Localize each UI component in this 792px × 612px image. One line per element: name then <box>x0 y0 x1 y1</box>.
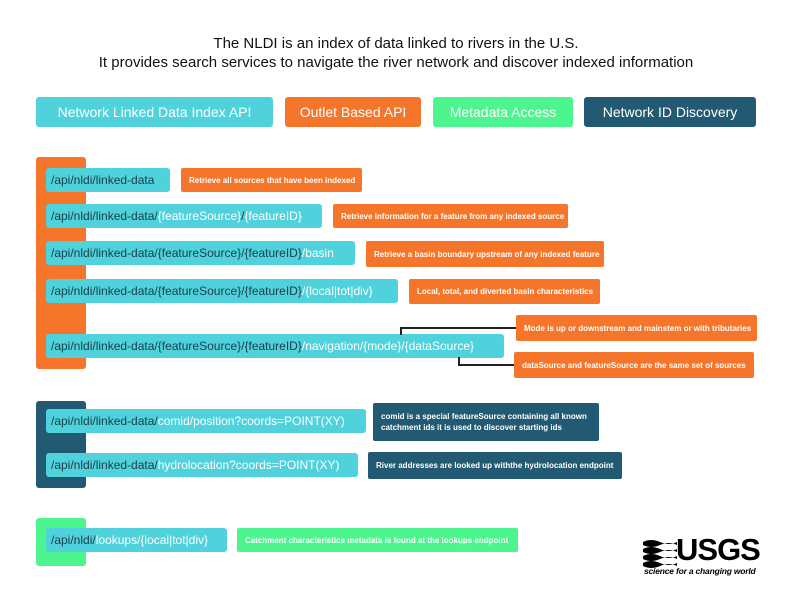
feature-id-var: {featureID} <box>244 284 302 298</box>
endpoint-text: /api/nldi/ <box>51 533 96 547</box>
connector-line <box>400 327 516 329</box>
feature-source-var: {featureSource} <box>157 339 242 353</box>
header-line-2: It provides search services to navigate … <box>98 54 694 71</box>
endpoint-text: /api/nldi/linked-data/ <box>51 339 158 353</box>
endpoint-navigation: /api/nldi/linked-data/{featureSource} / {f… <box>46 334 504 358</box>
legend-outlet-based-api: Outlet Based API <box>285 97 421 127</box>
lookups-segment: lookups/{local|tot|div} <box>95 533 209 547</box>
note-hydrolocation: River addresses are looked up withthe hy… <box>368 452 622 479</box>
legend-metadata-access: Metadata Access <box>433 97 573 127</box>
local-tot-div-segment: /{local|tot|div} <box>301 284 373 298</box>
endpoint-separator: / <box>241 339 245 353</box>
feature-source-var: {featureSource} <box>157 209 242 223</box>
endpoint-lookups: /api/nldi/lookups/{local|tot|div} <box>46 528 227 552</box>
basin-segment: /basin <box>301 246 334 260</box>
note-retrieve-all-sources: Retrieve all sources that have been inde… <box>181 168 362 192</box>
endpoint-hydrolocation: /api/nldi/linked-data/hydrolocation?coor… <box>46 453 358 477</box>
endpoint-text: /api/nldi/linked-data/ <box>51 458 158 472</box>
hydrolocation-segment: hydrolocation?coords=POINT(XY) <box>157 458 340 472</box>
note-basin-characteristics: Local, total, and diverted basin charact… <box>409 279 600 304</box>
navigation-segment: /navigation/{mode}/{dataSource} <box>301 339 474 353</box>
note-comid: comid is a special featureSource contain… <box>373 403 599 441</box>
feature-source-var: {featureSource} <box>157 284 242 298</box>
usgs-wordmark: USGS <box>676 532 761 567</box>
endpoint-comid-position: /api/nldi/linked-data/comid/position?coo… <box>46 409 366 433</box>
connector-line <box>400 327 402 335</box>
usgs-wave-icon <box>643 540 677 568</box>
endpoint-text: /api/nldi/linked-data/ <box>51 284 158 298</box>
connector-line <box>458 364 514 366</box>
endpoint-text: /api/nldi/linked-data/ <box>51 209 158 223</box>
legend-network-id-discovery: Network ID Discovery <box>584 97 756 127</box>
usgs-tagline: science for a changing world <box>644 566 756 576</box>
note-lookups: Catchment characteristics metadata is fo… <box>237 528 518 552</box>
note-retrieve-feature-info: Retrieve information for a feature from … <box>333 204 568 228</box>
note-datasource: dataSource and featureSource are the sam… <box>514 352 754 378</box>
note-retrieve-basin-boundary: Retrieve a basin boundary upstream of an… <box>366 241 604 267</box>
endpoint-text: /api/nldi/linked-data <box>51 173 155 187</box>
legend-network-linked-data-index-api: Network Linked Data Index API <box>36 97 273 127</box>
comid-position-segment: comid/position?coords=POINT(XY) <box>157 414 345 428</box>
endpoint-characteristics: /api/nldi/linked-data/{featureSource} / {f… <box>46 279 398 303</box>
note-comid-line-1: comid is a special featureSource contain… <box>381 412 587 421</box>
endpoint-feature: /api/nldi/linked-data/{featureSource} / {f… <box>46 204 322 228</box>
endpoint-text: /api/nldi/linked-data/ <box>51 246 158 260</box>
endpoint-separator: / <box>241 246 245 260</box>
feature-id-var: {featureID} <box>244 246 302 260</box>
endpoint-basin: /api/nldi/linked-data/{featureSource} / {f… <box>46 241 355 265</box>
feature-id-var: {featureID} <box>244 339 302 353</box>
endpoint-text: /api/nldi/linked-data/ <box>51 414 158 428</box>
feature-id-var: {featureID} <box>244 209 302 223</box>
endpoint-separator: / <box>241 209 245 223</box>
note-mode: Mode is up or downstream and mainstem or… <box>516 315 757 341</box>
feature-source-var: {featureSource} <box>157 246 242 260</box>
endpoint-linked-data: /api/nldi/linked-data <box>46 168 170 192</box>
note-comid-line-2: catchment ids it is used to discover sta… <box>381 423 562 432</box>
header-line-1: The NLDI is an index of data linked to r… <box>213 35 579 52</box>
endpoint-separator: / <box>241 284 245 298</box>
connector-line <box>458 357 460 366</box>
